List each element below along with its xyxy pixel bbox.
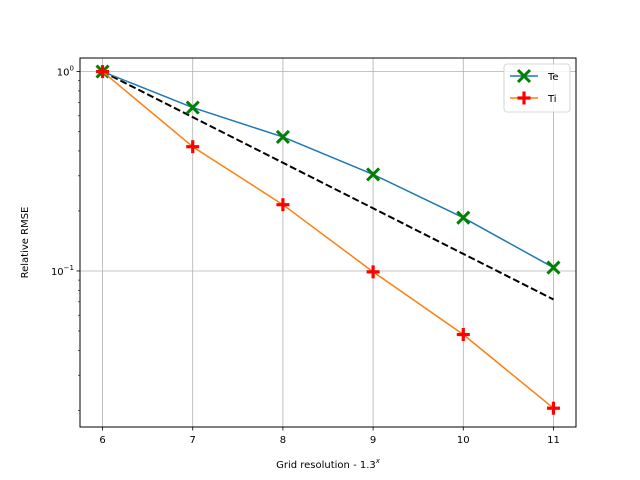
x-tick-label: 7 [190,435,196,446]
x-tick-label: 6 [99,435,105,446]
grid-layer [80,58,576,427]
series-line-ti [102,71,554,409]
data-point-ti [276,198,290,212]
data-point-te [546,260,561,275]
legend-item-ti: Ti [510,91,557,105]
marker-stroke [546,260,561,275]
data-point-te [456,210,471,225]
y-tick-label-base: 10 [51,267,64,278]
y-tick-label-base: 10 [57,68,70,79]
marker-stroke [516,68,532,84]
marker-stroke [275,129,290,145]
y-tick-label: 10−1 [51,264,74,278]
legend-label: Te [547,72,559,83]
legend-label: Ti [547,94,557,105]
x-axis-label-text: Grid resolution - 1.3 [276,460,376,471]
marker-stroke [185,100,200,115]
legend-item-te: Te [510,68,559,84]
data-point-te [275,129,290,145]
data-point-ti [366,265,380,279]
data-point-ti [456,328,470,342]
series-line-te [102,70,554,269]
x-tick-label: 9 [370,435,376,446]
legend-marker [517,91,531,105]
x-axis-label: Grid resolution - 1.3x [276,457,381,471]
y-tick-label-exponent: −1 [64,264,74,272]
x-tick-label: 8 [280,435,286,446]
x-tick-label: 11 [547,435,560,446]
data-point-ti [186,140,200,154]
data-point-ti [96,65,110,79]
y-axis-label: Relative RMSE [20,207,31,279]
legend-box [503,63,571,113]
data-point-te [185,100,200,115]
legend: Te Ti [503,63,571,113]
legend-marker [516,68,532,84]
x-tick-label: 10 [457,435,470,446]
data-point-ti [546,401,560,415]
y-tick-label-exponent: 0 [70,65,74,73]
y-tick-label: 100 [57,65,74,79]
marker-stroke [366,167,381,182]
data-point-te [366,167,381,182]
plot-frame [79,57,577,428]
data-layer [95,64,561,415]
x-axis-label-superscript: x [375,457,381,465]
marker-stroke [456,210,471,225]
reference-line [102,70,554,301]
